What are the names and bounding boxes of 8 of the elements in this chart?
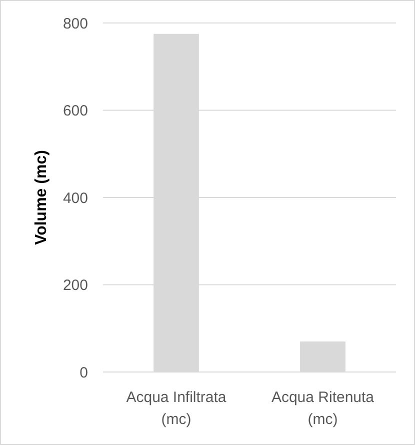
x-tick-label: Acqua Infiltrata (mc) — [126, 389, 227, 428]
y-tick-label: 400 — [62, 190, 88, 207]
y-tick-label: 0 — [80, 364, 88, 382]
y-tick-label: 800 — [62, 15, 88, 32]
x-tick-label: Acqua Ritenuta (mc) — [271, 389, 375, 428]
y-axis-title: Volume (mc) — [33, 150, 50, 245]
y-tick-label: 200 — [62, 277, 88, 294]
y-tick-label: 600 — [62, 102, 88, 120]
